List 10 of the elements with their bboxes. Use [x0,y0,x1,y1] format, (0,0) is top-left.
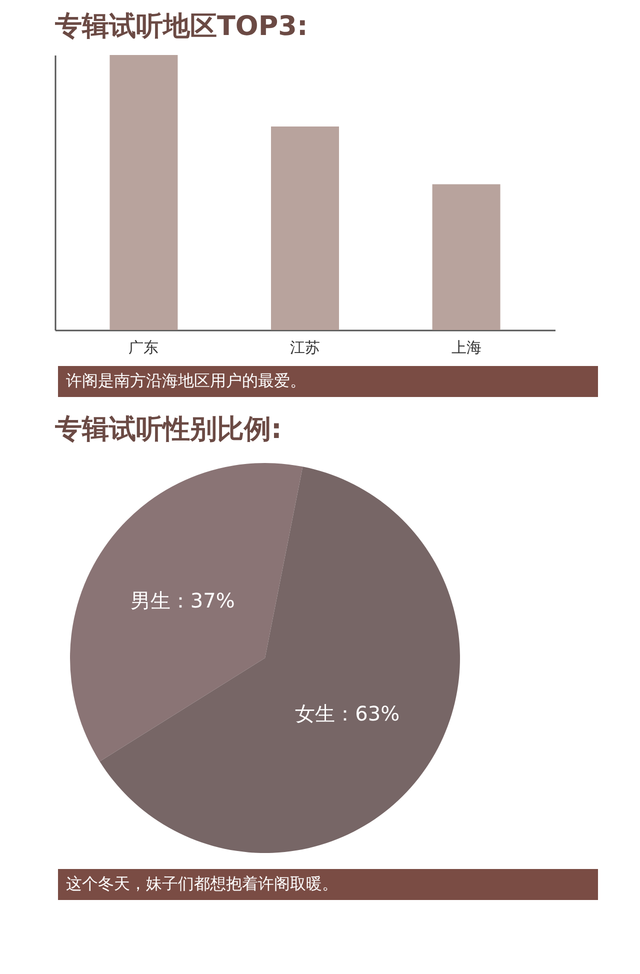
x-tick-label: 广东 [128,338,159,356]
text: 许阁是南方沿海地区用户的最爱。 [58,366,598,397]
x-tick-label: 上海 [451,338,482,356]
slice-label: 男生：37% [130,588,235,612]
chart-title: 专辑试听地区TOP3: [54,11,308,42]
x-tick-label: 江苏 [290,338,320,356]
slice-label: 女生：63% [295,702,400,726]
chart-title: 专辑试听性别比例: [54,414,282,445]
pie-slice [100,466,460,853]
text: 这个冬天，妹子们都想抱着许阁取暖。 [58,869,598,900]
